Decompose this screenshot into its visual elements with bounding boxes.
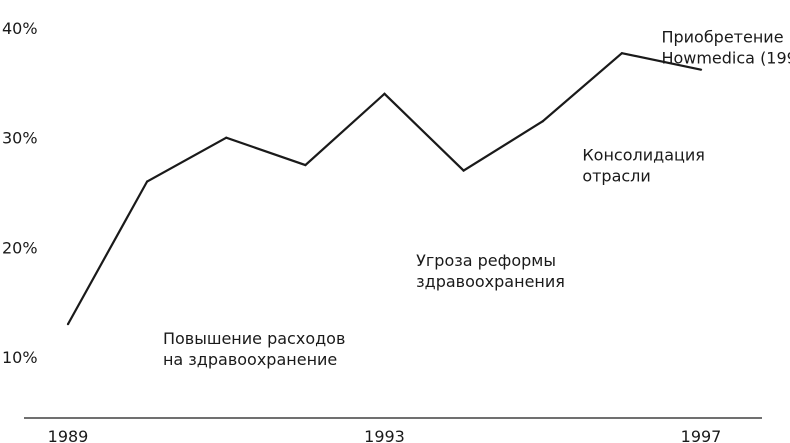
y-tick-label: 20%: [2, 238, 38, 257]
data-point: [620, 52, 623, 55]
annotation-line: Повышение расходов: [163, 329, 345, 348]
data-point: [699, 68, 703, 71]
series-group: [66, 52, 703, 326]
data-point: [383, 92, 386, 95]
x-tick-label: 1997: [681, 427, 722, 443]
annotation-line: Приобретение: [661, 27, 783, 46]
y-axis-tick-labels: 10% 20% 30% 40%: [2, 19, 38, 367]
y-tick-label: 10%: [2, 348, 38, 367]
annotation-line: отрасли: [582, 167, 651, 186]
data-point: [462, 169, 465, 172]
y-tick-label: 40%: [2, 19, 38, 38]
data-point: [225, 136, 228, 139]
data-point: [66, 323, 70, 326]
x-axis-tick-labels: 1989 1993 1997: [48, 427, 722, 443]
x-tick-label: 1993: [364, 427, 405, 443]
annotation: Приобретение Howmedica (1998): [661, 27, 790, 67]
data-point: [146, 180, 149, 183]
annotation-line: Howmedica (1998): [661, 48, 790, 67]
data-point: [304, 163, 307, 167]
annotations-group: Повышение расходов на здравоохранение Угро…: [163, 27, 790, 369]
annotation-line: Угроза реформы: [416, 251, 556, 270]
annotation-line: здравоохранения: [416, 272, 565, 291]
data-point: [541, 120, 544, 123]
annotation: Повышение расходов на здравоохранение: [163, 329, 345, 369]
annotation: Консолидация отрасли: [582, 146, 705, 186]
annotation-line: на здравоохранение: [163, 350, 337, 369]
x-tick-label: 1989: [48, 427, 89, 443]
annotation: Угроза реформы здравоохранения: [416, 251, 565, 291]
y-tick-label: 30%: [2, 129, 38, 148]
annotation-line: Консолидация: [582, 146, 705, 165]
